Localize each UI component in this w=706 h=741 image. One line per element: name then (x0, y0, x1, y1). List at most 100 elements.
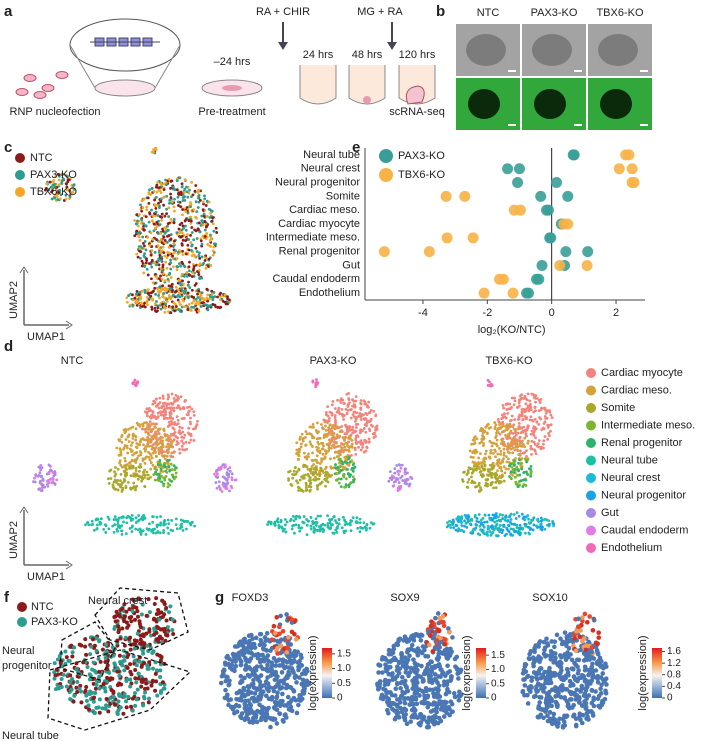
cell-dot (309, 432, 313, 436)
cell-dot (144, 455, 148, 459)
cell-dot (475, 465, 479, 468)
cell-dot (103, 706, 108, 711)
cell-dot (359, 526, 363, 530)
cell-dot (248, 650, 254, 656)
cell-dot (517, 458, 521, 462)
cell-dot (547, 434, 551, 438)
cell-dot (161, 439, 165, 443)
cell-dot (131, 437, 135, 440)
cell-dot (118, 484, 122, 488)
cell-dot (120, 440, 124, 444)
cell-dot (198, 300, 201, 304)
cell-dot (482, 457, 486, 461)
cell-dot (197, 254, 201, 258)
cell-dot (180, 444, 184, 448)
cell-dot (187, 426, 191, 430)
cell-dot (152, 531, 155, 535)
cell-dot (319, 466, 323, 470)
cell-dot (516, 468, 520, 472)
cell-dot (139, 203, 142, 207)
cell-dot (156, 309, 159, 313)
cell-dot (46, 479, 50, 482)
label: TBX6-KO (596, 7, 644, 19)
cell-dot (268, 673, 274, 678)
cell-dot (496, 534, 500, 538)
cell-dot (310, 464, 314, 468)
cell-dot (68, 679, 73, 684)
cell-dot (541, 426, 545, 430)
cell-dot (116, 529, 119, 533)
cell-dot (283, 518, 287, 521)
cell-dot (408, 482, 412, 486)
cell-dot (324, 484, 327, 488)
cell (55, 71, 69, 79)
cell-dot (112, 480, 116, 484)
cell-dot (525, 454, 528, 458)
cell-dot (189, 221, 193, 225)
cell-dot (178, 425, 182, 429)
cell-dot (258, 631, 264, 637)
cell-dot (149, 475, 153, 479)
cell-dot (138, 291, 142, 294)
cell-dot (494, 449, 497, 453)
cell-dot (356, 422, 360, 426)
cell-dot (181, 448, 184, 451)
cell-dot (91, 699, 96, 704)
cell-dot (525, 460, 529, 464)
cell-dot (207, 207, 211, 211)
cell-dot (146, 291, 150, 295)
cell-dot (180, 182, 184, 186)
cell-dot (275, 638, 280, 644)
cell-dot (502, 479, 506, 483)
cell-dot (484, 452, 487, 456)
cell-dot (174, 517, 178, 521)
cell-dot (154, 274, 158, 278)
scale-bar (508, 70, 516, 72)
cell-dot (350, 519, 354, 523)
cell-dot (168, 201, 171, 205)
cell-dot (34, 473, 38, 477)
cell-dot (465, 485, 469, 489)
cell-dot (143, 291, 147, 294)
cell-dot (158, 531, 162, 535)
cell-dot (181, 528, 185, 532)
cell-dot (347, 485, 351, 489)
cell-dot (501, 513, 504, 517)
cell-dot (498, 523, 502, 527)
cell-dot (154, 630, 159, 635)
cell-dot (230, 472, 234, 476)
cell-dot (83, 644, 88, 649)
cell-dot (507, 524, 511, 528)
cell-dot (373, 432, 377, 435)
cell-dot (131, 486, 135, 490)
cell-dot (288, 469, 292, 473)
cell-dot (519, 449, 522, 453)
cell-dot (297, 526, 301, 530)
cell-dot (178, 295, 182, 299)
cell-dot (155, 515, 159, 519)
cell-dot (150, 444, 154, 448)
label: a (4, 3, 13, 20)
cell-dot (133, 474, 137, 478)
cell-dot (203, 228, 207, 232)
cell-dot (189, 241, 193, 244)
gastruloid-bf (598, 34, 638, 66)
cell-dot (172, 428, 176, 431)
cell-dot (190, 254, 194, 257)
cell-dot (505, 526, 509, 530)
cell-dot (158, 458, 162, 462)
cell-dot (139, 453, 143, 457)
cell-dot (159, 413, 163, 417)
cell-dot (180, 243, 184, 247)
cell-dot (206, 308, 210, 312)
cell-dot (550, 416, 554, 420)
legend-swatch (586, 420, 596, 431)
cell (15, 88, 29, 96)
cell-dot (146, 435, 149, 439)
cell-dot (315, 378, 318, 382)
cell-dot (300, 442, 303, 446)
cell-dot (363, 525, 367, 529)
cell-dot (485, 478, 489, 482)
cell-dot (329, 457, 332, 461)
dot (626, 163, 638, 175)
